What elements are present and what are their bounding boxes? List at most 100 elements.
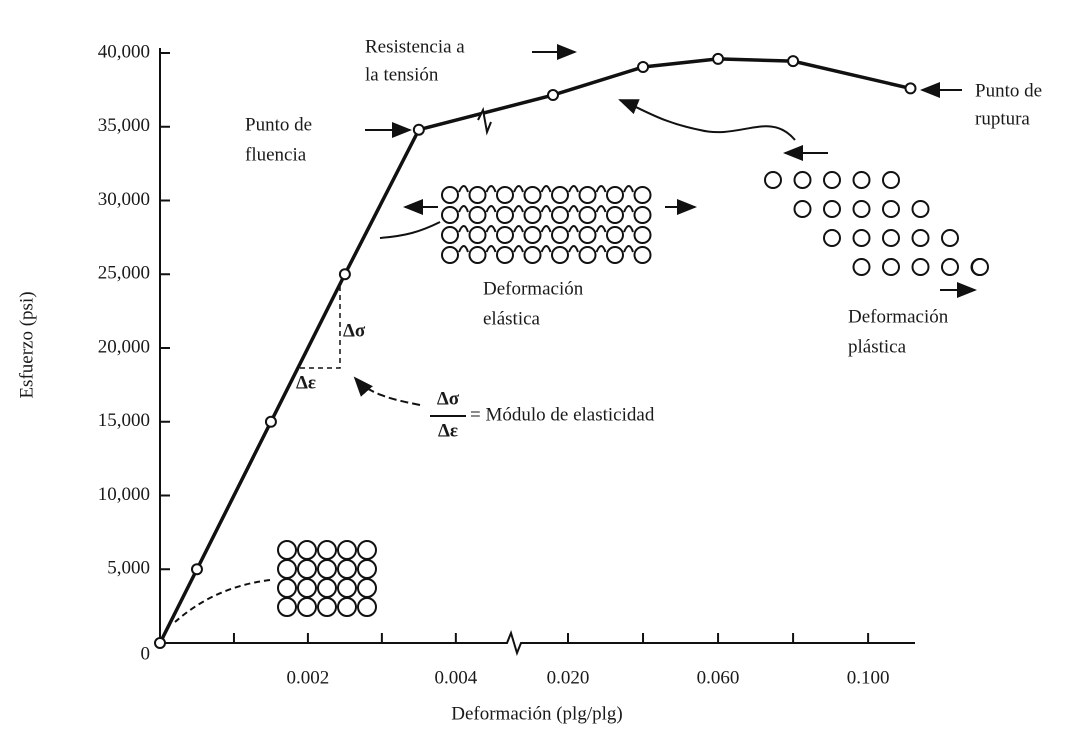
atom [338, 560, 356, 578]
atom [913, 259, 929, 275]
atom [607, 187, 623, 203]
atom [470, 247, 486, 263]
atom [525, 227, 541, 243]
atom [358, 541, 376, 559]
data-point [638, 62, 648, 72]
annotation: elástica [483, 308, 541, 329]
atom [635, 187, 651, 203]
atom [358, 598, 376, 616]
atom-bump [624, 246, 633, 252]
atom [278, 579, 296, 597]
atom [942, 259, 958, 275]
atom [552, 247, 568, 263]
atom-bump [597, 226, 606, 232]
arrow [355, 378, 420, 405]
atom-bump [542, 186, 551, 192]
atom [883, 259, 899, 275]
atom [338, 598, 356, 616]
annotation: Δε [296, 372, 316, 393]
atom [552, 187, 568, 203]
annotation: la tensión [365, 64, 439, 85]
data-point [340, 269, 350, 279]
atom [883, 230, 899, 246]
data-point [414, 125, 424, 135]
atom-bump [459, 206, 468, 212]
annotation: = Módulo de elasticidad [470, 404, 655, 425]
atom [913, 230, 929, 246]
y-axis-label: Esfuerzo (psi) [16, 291, 37, 398]
atom-bump [569, 206, 578, 212]
atom-bump [569, 226, 578, 232]
annotation: Δσ [343, 320, 366, 341]
atom [942, 230, 958, 246]
atom-bump [624, 226, 633, 232]
atom-bump [514, 246, 523, 252]
atom [298, 579, 316, 597]
annotation: Deformación [483, 278, 584, 299]
atom [552, 227, 568, 243]
atom [318, 579, 336, 597]
annotation: Punto de [975, 80, 1042, 101]
atom [580, 187, 596, 203]
atom [278, 598, 296, 616]
annotation: plástica [848, 336, 907, 357]
atom [442, 227, 458, 243]
y-tick-label: 0 [141, 643, 151, 664]
atom [318, 541, 336, 559]
atom [883, 201, 899, 217]
annotation: Punto de [245, 114, 312, 135]
atom [470, 207, 486, 223]
atom-bump [569, 246, 578, 252]
atom [278, 541, 296, 559]
atom [635, 227, 651, 243]
y-tick-label: 30,000 [98, 189, 150, 210]
y-tick-label: 10,000 [98, 484, 150, 505]
atom [470, 187, 486, 203]
atom [497, 207, 513, 223]
atom [607, 207, 623, 223]
atom-bump [514, 186, 523, 192]
y-tick-label: 25,000 [98, 263, 150, 284]
atom-bump [514, 206, 523, 212]
x-axis-label: Deformación (plg/plg) [451, 703, 622, 724]
atom [824, 201, 840, 217]
atom-bump [542, 226, 551, 232]
atom-bump [624, 186, 633, 192]
atom-bump [487, 226, 496, 232]
atom [318, 560, 336, 578]
atom [854, 230, 870, 246]
atom-bump [487, 246, 496, 252]
atom [913, 201, 929, 217]
atom [854, 259, 870, 275]
y-tick-label: 20,000 [98, 336, 150, 357]
data-point [155, 638, 165, 648]
x-tick-label: 0.002 [287, 667, 330, 688]
chart: Esfuerzo (psi) Deformación (plg/plg) Res… [0, 0, 1085, 729]
atom-bump [487, 186, 496, 192]
y-tick-label: 40,000 [98, 41, 150, 62]
atom [580, 207, 596, 223]
y-tick-label: 15,000 [98, 410, 150, 431]
y-tick-label: 5,000 [107, 558, 150, 579]
atom-bump [459, 246, 468, 252]
x-tick-label: 0.060 [697, 667, 740, 688]
atom [338, 541, 356, 559]
annotation: Deformación [848, 306, 949, 327]
atom-bump [542, 246, 551, 252]
atom [824, 230, 840, 246]
atom [525, 187, 541, 203]
atom [972, 259, 988, 275]
atom [824, 172, 840, 188]
atom [442, 207, 458, 223]
data-point [905, 83, 915, 93]
atom [635, 207, 651, 223]
atom [298, 560, 316, 578]
atom [497, 187, 513, 203]
atom-bump [569, 186, 578, 192]
atom [442, 247, 458, 263]
annotation: ruptura [975, 108, 1030, 129]
atom [580, 247, 596, 263]
annotation: fluencia [245, 144, 307, 165]
data-point [266, 417, 276, 427]
data-point [192, 564, 202, 574]
